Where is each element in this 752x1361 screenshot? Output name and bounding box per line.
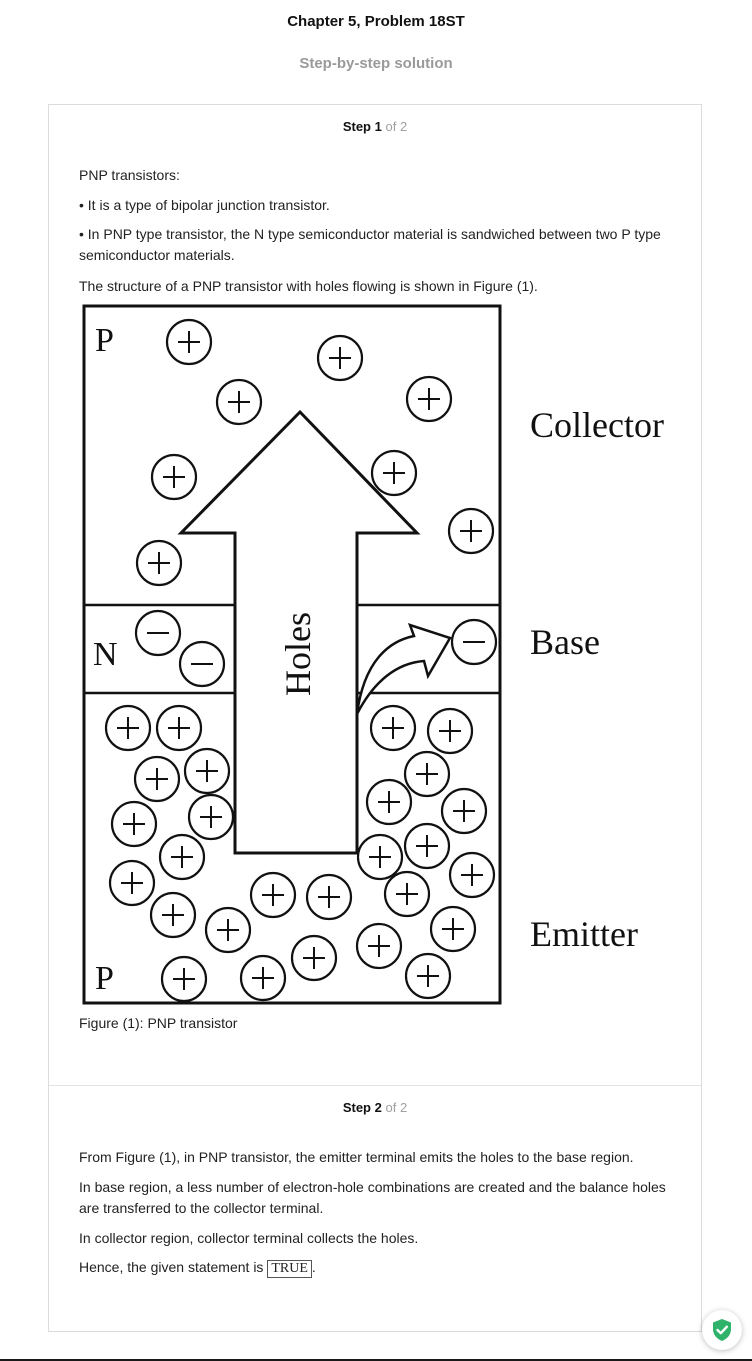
hole-plus-charge bbox=[356, 833, 404, 881]
step-1-paragraph-1: PNP transistors: bbox=[79, 167, 180, 183]
hole-plus-charge bbox=[440, 787, 488, 835]
hole-plus-charge bbox=[429, 905, 477, 953]
hole-plus-charge bbox=[369, 704, 417, 752]
step-2-of: of 2 bbox=[385, 1100, 408, 1115]
curved-arrow bbox=[355, 623, 452, 715]
pnp-transistor-diagram: P N P Collector Base Emitter Holes bbox=[82, 304, 664, 1005]
hole-plus-charge bbox=[405, 375, 453, 423]
hole-plus-charge bbox=[158, 833, 206, 881]
label-holes: Holes bbox=[278, 612, 318, 696]
electron-minus-charge bbox=[450, 618, 498, 666]
step-1-header: Step 1 of 2 bbox=[49, 119, 701, 134]
hole-plus-charge bbox=[448, 851, 496, 899]
hole-plus-charge bbox=[447, 507, 495, 555]
hole-plus-charge bbox=[305, 873, 353, 921]
hole-plus-charge bbox=[215, 378, 263, 426]
hole-plus-charge bbox=[426, 707, 474, 755]
page-subtitle: Step-by-step solution bbox=[299, 55, 453, 72]
conclusion-prefix: Hence, the given statement is bbox=[79, 1259, 264, 1275]
hole-plus-charge bbox=[239, 954, 287, 1002]
holes-arrow bbox=[177, 409, 421, 855]
hole-plus-charge bbox=[249, 871, 297, 919]
electron-minus-charge bbox=[178, 640, 226, 688]
electron-minus-charge bbox=[134, 609, 182, 657]
step-2-number: 2 bbox=[374, 1100, 382, 1115]
hole-plus-charge bbox=[160, 955, 208, 1003]
hole-plus-charge bbox=[403, 750, 451, 798]
hole-plus-charge bbox=[135, 539, 183, 587]
label-base: Base bbox=[530, 622, 600, 662]
hole-plus-charge bbox=[204, 906, 252, 954]
hole-plus-charge bbox=[404, 952, 452, 1000]
label-collector: Collector bbox=[530, 405, 664, 445]
hole-plus-charge bbox=[365, 778, 413, 826]
step-1-word: Step bbox=[342, 119, 371, 134]
step-divider bbox=[49, 1085, 701, 1086]
step-1-number: 1 bbox=[374, 119, 382, 134]
bottom-border bbox=[0, 1359, 752, 1361]
hole-plus-charge bbox=[355, 922, 403, 970]
figure-caption: Figure (1): PNP transistor bbox=[79, 1015, 238, 1031]
hole-plus-charge bbox=[316, 334, 364, 382]
hole-plus-charge bbox=[110, 800, 158, 848]
hole-plus-charge bbox=[133, 755, 181, 803]
conclusion-suffix: . bbox=[311, 1259, 316, 1275]
hole-plus-charge bbox=[183, 747, 231, 795]
step-1-of: of 2 bbox=[385, 119, 408, 134]
step-1-paragraph-3: • In PNP type transistor, the N type sem… bbox=[79, 226, 661, 263]
hole-plus-charge bbox=[187, 793, 235, 841]
hole-plus-charge bbox=[290, 934, 338, 982]
step-2-paragraph-3: In collector region, collector terminal … bbox=[79, 1230, 419, 1246]
hole-charges bbox=[104, 318, 496, 1003]
step-1-paragraph-2: • It is a type of bipolar junction trans… bbox=[79, 197, 330, 213]
answer-box: TRUE bbox=[267, 1260, 312, 1278]
step-2-paragraph-1: From Figure (1), in PNP transistor, the … bbox=[79, 1149, 634, 1165]
hole-plus-charge bbox=[370, 449, 418, 497]
verified-badge[interactable] bbox=[702, 1310, 742, 1350]
label-p-bottom: P bbox=[95, 960, 114, 997]
step-1-paragraph-4: The structure of a PNP transistor with h… bbox=[79, 278, 538, 294]
hole-plus-charge bbox=[155, 704, 203, 752]
hole-plus-charge bbox=[383, 870, 431, 918]
step-2-word: Step bbox=[342, 1100, 371, 1115]
label-n: N bbox=[93, 636, 118, 673]
hole-plus-charge bbox=[108, 859, 156, 907]
electron-charges bbox=[134, 609, 498, 688]
pnp-transistor-figure: P N P Collector Base Emitter Holes bbox=[79, 301, 679, 1007]
solution-card: Step 1 of 2 PNP transistors: • It is a t… bbox=[48, 104, 702, 1332]
hole-plus-charge bbox=[149, 891, 197, 939]
shield-check-icon bbox=[713, 1319, 731, 1341]
step-2-conclusion: Hence, the given statement is TRUE. bbox=[79, 1257, 679, 1278]
step-2-header: Step 2 of 2 bbox=[49, 1100, 701, 1115]
hole-plus-charge bbox=[104, 704, 152, 752]
hole-plus-charge bbox=[165, 318, 213, 366]
label-emitter: Emitter bbox=[530, 914, 638, 954]
hole-plus-charge bbox=[403, 822, 451, 870]
label-p-top: P bbox=[95, 322, 114, 359]
page-title: Chapter 5, Problem 18ST bbox=[287, 13, 465, 30]
hole-plus-charge bbox=[150, 453, 198, 501]
step-2-paragraph-2: In base region, a less number of electro… bbox=[79, 1179, 666, 1216]
